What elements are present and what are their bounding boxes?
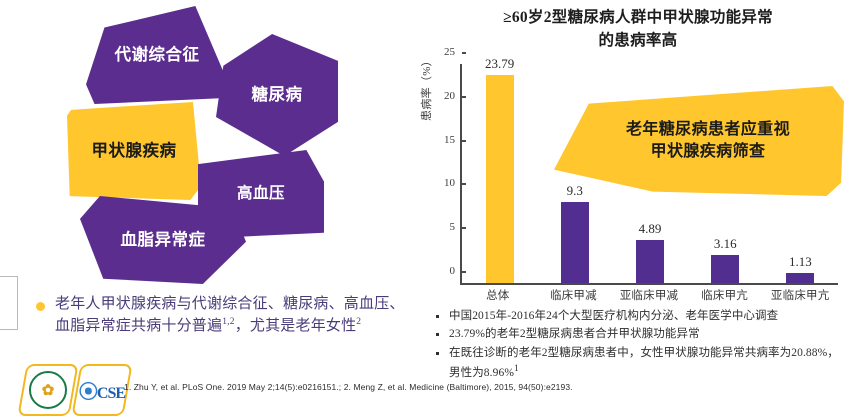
medical-association-emblem-icon: ✿: [29, 371, 67, 409]
left-summary-note-text: 老年人甲状腺疾病与代谢综合征、糖尿病、高血压、血脂异常症共病十分普遍1,2，尤其…: [55, 294, 408, 338]
study-finding-text: 23.79%的老年2型糖尿病患者合并甲状腺功能异常: [449, 328, 700, 341]
bar-临床甲减: [560, 201, 589, 283]
bar-亚临床甲亢: [786, 273, 815, 283]
bar-column: 3.16: [688, 64, 763, 283]
puzzle-piece-diabetes: 糖尿病: [216, 34, 338, 156]
bullet-dot-icon: [36, 302, 45, 311]
recommendation-callout: 老年糖尿病患者应重视 甲状腺疾病筛查: [554, 86, 844, 196]
x-axis-tick-label: 总体: [486, 290, 510, 302]
reference-citation: 1. Zhu Y, et al. PLoS One. 2019 May 2;14…: [124, 382, 573, 392]
callout-line-2: 甲状腺疾病筛查: [650, 143, 766, 160]
puzzle-piece-label: 血脂异常症: [120, 229, 206, 249]
bar-总体: [485, 74, 514, 283]
y-axis-tick: 15: [444, 134, 466, 146]
left-note-part2: ，尤其是老年女性: [234, 317, 357, 334]
cse-logo-label: CSE: [96, 384, 126, 402]
footer-logos: ✿ ⦿CSE: [17, 364, 133, 416]
study-finding-item: 23.79%的老年2型糖尿病患者合并甲状腺功能异常: [432, 326, 844, 343]
x-axis-labels: 总体 临床甲减 亚临床甲减 临床甲亢 亚临床甲亢: [460, 287, 838, 303]
cse-logo-icon: ⦿CSE: [79, 377, 125, 404]
comorbidity-puzzle-diagram: 代谢综合征 糖尿病 甲状腺疾病 高血压 血脂异常症: [40, 2, 370, 284]
bar-value-label: 3.16: [713, 236, 737, 252]
puzzle-piece-label: 高血压: [236, 185, 285, 203]
recommendation-callout-text: 老年糖尿病患者应重视 甲状腺疾病筛查: [608, 119, 790, 162]
bar-value-label: 1.13: [789, 254, 812, 270]
bullet-square-icon: [436, 333, 439, 337]
bar-value-label: 4.89: [638, 221, 662, 237]
bar-亚临床甲减: [636, 240, 664, 283]
bullet-square-icon: [436, 315, 439, 318]
chart-title-line-1: ≥60岁2型糖尿病人群中甲状腺功能异常: [503, 9, 773, 26]
society-emblem-inner: ✿: [29, 371, 67, 409]
study-finding-text: 中国2015年-2016年24个大型医疗机构内分泌、老年医学中心调查: [449, 310, 779, 322]
x-axis-tick-label: 临床甲亢: [701, 290, 748, 302]
bar-value-label: 9.3: [566, 182, 583, 198]
left-edge-placeholder-box: [0, 276, 18, 330]
study-finding-item: 中国2015年-2016年24个大型医疗机构内分泌、老年医学中心调查: [432, 308, 844, 325]
puzzle-piece-metabolic-syndrome: 代谢综合征: [86, 6, 228, 104]
puzzle-piece-dyslipidemia: 血脂异常症: [80, 196, 246, 284]
y-axis-label: 患病率（%）: [421, 55, 433, 121]
y-axis-tick: 25: [444, 46, 466, 58]
puzzle-piece-label: 糖尿病: [251, 84, 303, 104]
chart-bars: 23.79 9.3 4.89 3.16 1.13: [462, 56, 838, 283]
y-axis-tick: 5: [450, 221, 466, 233]
x-axis-tick-label: 亚临床甲减: [619, 290, 679, 302]
bullet-square-icon: [436, 351, 439, 355]
prevalence-bar-chart: 患病率（%） 0 5 10 15 20 25 23.79 9.3 4.89 3.16 1.13 总…: [421, 46, 844, 303]
puzzle-piece-thyroid-disease: 甲状腺疾病: [67, 102, 201, 200]
y-axis-tick: 20: [444, 90, 466, 102]
cse-logo-inner: ⦿CSE: [79, 377, 125, 404]
society-emblem-card: ✿: [17, 364, 79, 416]
study-findings-list: 中国2015年-2016年24个大型医疗机构内分泌、老年医学中心调查 23.79%…: [432, 308, 844, 383]
cse-swoosh-icon: ⦿: [78, 381, 97, 403]
x-axis-tick-label: 亚临床甲亢: [770, 290, 830, 302]
callout-line-1: 老年糖尿病患者应重视: [625, 121, 790, 139]
puzzle-piece-label: 甲状腺疾病: [91, 140, 177, 160]
y-axis-tick: 0: [450, 265, 466, 277]
chart-title: ≥60岁2型糖尿病人群中甲状腺功能异常 的患病率高: [440, 6, 836, 53]
bar-value-label: 23.79: [484, 55, 515, 71]
left-note-superscript-2: 2: [356, 316, 362, 327]
puzzle-piece-label: 代谢综合征: [114, 44, 200, 64]
study-finding-item: 在既往诊断的老年2型糖尿病患者中，女性甲状腺功能异常共病率为20.88%，男性为…: [432, 345, 844, 382]
bar-column: 4.89: [612, 64, 687, 283]
x-axis-tick-label: 临床甲减: [549, 290, 597, 302]
left-note-superscript-1: 1,2: [222, 316, 235, 327]
left-summary-note: 老年人甲状腺疾病与代谢综合征、糖尿病、高血压、血脂异常症共病十分普遍1,2，尤其…: [36, 294, 408, 338]
bar-column: 23.79: [462, 56, 537, 283]
chart-title-line-2: 的患病率高: [598, 32, 678, 50]
bar-column: 9.3: [537, 64, 612, 283]
y-axis-tick: 10: [444, 177, 466, 189]
study-finding-superscript: 1: [514, 363, 519, 374]
bar-临床甲亢: [711, 255, 740, 283]
chart-plot-area: 0 5 10 15 20 25 23.79 9.3 4.89 3.16 1.13: [444, 46, 838, 285]
bar-column: 1.13: [763, 64, 838, 283]
left-note-part1: 老年人甲状腺疾病与代谢综合征、糖尿病、高血压、血脂异常症共病十分普遍: [55, 296, 405, 334]
study-finding-text: 在既往诊断的老年2型糖尿病患者中，女性甲状腺功能异常共病率为20.88%，男性为…: [449, 346, 839, 379]
